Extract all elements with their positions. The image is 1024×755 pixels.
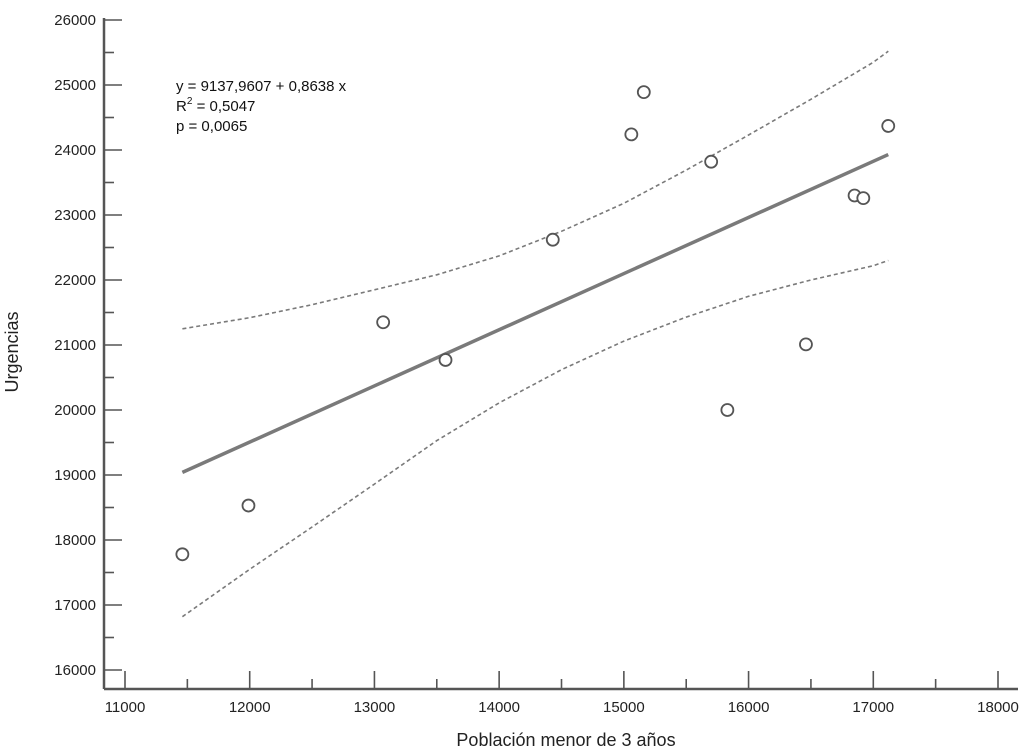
data-point bbox=[881, 119, 896, 133]
x-tick-label: 16000 bbox=[728, 699, 770, 716]
y-tick-label: 17000 bbox=[54, 597, 96, 614]
regression-equation: y = 9137,9607 + 0,8638 x bbox=[176, 78, 347, 95]
r-squared-value: = 0,5047 bbox=[192, 98, 255, 115]
data-point bbox=[720, 403, 735, 417]
y-tick-label: 21000 bbox=[54, 337, 96, 354]
y-tick-label: 18000 bbox=[54, 532, 96, 549]
lower-confidence-band bbox=[181, 259, 889, 618]
x-tick-label: 11000 bbox=[105, 699, 146, 716]
x-tick-label: 14000 bbox=[478, 699, 520, 716]
x-tick-label: 12000 bbox=[229, 699, 271, 716]
r-squared-exponent: 2 bbox=[187, 96, 193, 107]
data-point bbox=[799, 337, 813, 352]
y-tick-label: 23000 bbox=[54, 207, 96, 224]
y-tick-label: 19000 bbox=[54, 467, 96, 484]
y-tick-label: 16000 bbox=[54, 662, 96, 679]
data-point bbox=[704, 154, 719, 169]
regression-annotation: y = 9137,9607 + 0,8638 x R2 = 0,5047 p =… bbox=[176, 78, 347, 135]
y-tick-label: 20000 bbox=[54, 402, 96, 419]
data-point bbox=[376, 315, 391, 330]
r-squared-text: R2 = 0,5047 bbox=[176, 96, 255, 115]
data-point bbox=[545, 232, 560, 247]
axis-ticks: 16000 17000 18000 19000 20000 21000 22000 23000… bbox=[54, 12, 1019, 716]
x-tick-label: 15000 bbox=[603, 699, 645, 716]
y-tick-label: 25000 bbox=[54, 77, 96, 94]
x-axis-title: Población menor de 3 años bbox=[456, 730, 675, 750]
data-points bbox=[175, 85, 896, 562]
data-point bbox=[856, 191, 871, 206]
y-axis-title: Urgencias bbox=[2, 311, 22, 392]
upper-confidence-band bbox=[182, 50, 889, 330]
p-value-text: p = 0,0065 bbox=[176, 118, 247, 135]
confidence-bands bbox=[181, 50, 889, 618]
y-tick-label: 22000 bbox=[54, 272, 96, 289]
regression-line-group bbox=[181, 152, 889, 474]
data-point bbox=[241, 498, 256, 513]
data-point bbox=[636, 85, 651, 100]
data-point bbox=[175, 547, 190, 562]
data-point bbox=[438, 353, 453, 367]
regression-line bbox=[181, 152, 889, 474]
r-squared-label: R bbox=[176, 98, 187, 115]
data-point bbox=[624, 127, 639, 142]
x-tick-label: 17000 bbox=[852, 699, 894, 716]
y-tick-label: 26000 bbox=[54, 12, 96, 29]
x-tick-label: 13000 bbox=[354, 699, 396, 716]
x-tick-label: 18000 bbox=[977, 699, 1019, 716]
y-tick-label: 24000 bbox=[54, 142, 96, 159]
